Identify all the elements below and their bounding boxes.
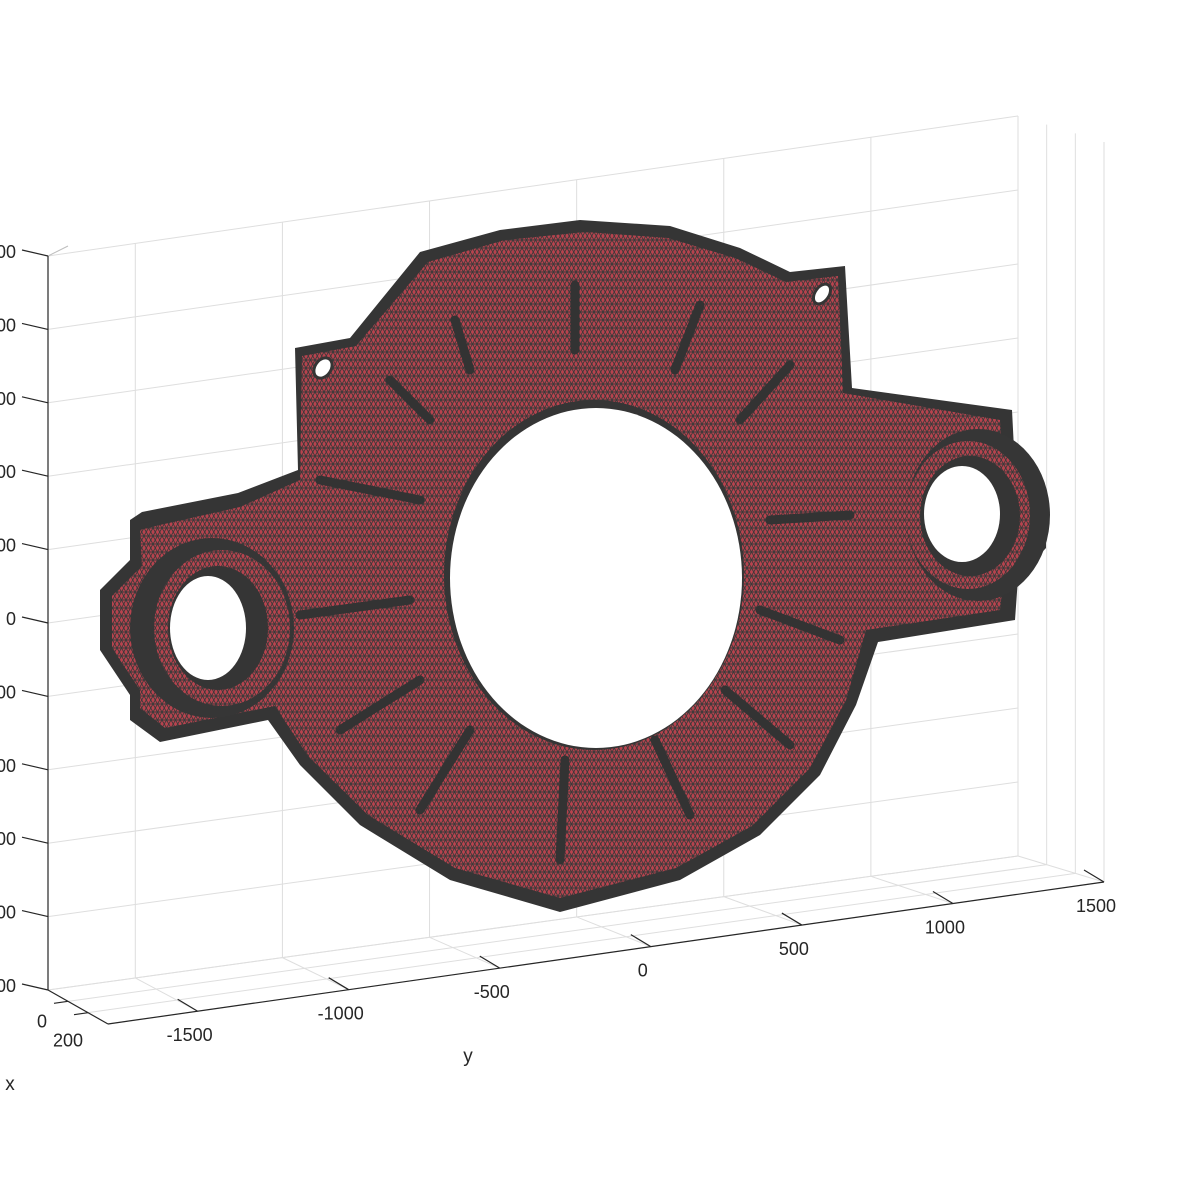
z-tick-mark <box>21 396 49 404</box>
y-tick-mark <box>328 977 350 991</box>
z-tick-label: 00 <box>0 242 16 262</box>
y-axis-title: y <box>463 1046 473 1067</box>
rib-line <box>335 675 425 735</box>
z-tick-mark <box>21 910 49 918</box>
y-floor-grid-line <box>1017 855 1105 883</box>
y-floor-grid-line <box>282 957 349 991</box>
z-tick-mark <box>21 983 49 991</box>
x-tick-label: 200 <box>53 1031 83 1051</box>
right-ear-hole <box>811 282 833 306</box>
rib-line <box>755 605 845 645</box>
z-tick-mark <box>21 249 49 257</box>
z-tick-label: 00 <box>0 903 16 923</box>
mesh-part <box>100 220 1050 912</box>
rib-line <box>385 375 435 425</box>
rib-line <box>315 475 425 505</box>
y-tick-mark <box>630 934 652 948</box>
z-tick-mark <box>21 322 49 330</box>
y-floor-grid-line <box>429 936 500 969</box>
tick-labels: 000000000000000000000-1500-1000-50005001… <box>0 242 1116 1051</box>
z-tick-label: 00 <box>0 976 16 996</box>
x-tick-label: 0 <box>37 1011 47 1031</box>
x-axis-line <box>47 989 109 1025</box>
y-tick-label: -500 <box>474 982 510 1002</box>
central-bore-opening <box>450 408 742 748</box>
z-tick-label: 00 <box>0 462 16 482</box>
y-tick-mark <box>932 891 954 905</box>
z-tick-label: 00 <box>0 389 16 409</box>
y-tick-label: 0 <box>638 961 648 981</box>
y-tick-label: 500 <box>779 939 809 959</box>
rib-line <box>450 315 475 375</box>
left-ear-hole <box>312 356 334 380</box>
left-boss-hole-opening <box>170 576 246 680</box>
y-tick-label: 1500 <box>1076 896 1116 916</box>
box-edge <box>47 245 69 257</box>
rib-line <box>555 755 570 865</box>
z-tick-mark <box>21 689 49 697</box>
z-tick-mark <box>21 469 49 477</box>
y-tick-mark <box>781 912 803 926</box>
y-axis-line <box>107 881 1105 1025</box>
z-tick-mark <box>21 616 49 624</box>
y-tick-label: -1000 <box>318 1004 364 1024</box>
y-tick-mark <box>1083 869 1105 883</box>
rib-line <box>650 735 695 820</box>
axes <box>21 249 1105 1025</box>
x-tick-mark <box>73 1012 89 1016</box>
rib-line <box>765 510 855 525</box>
x-axis-title: x <box>5 1074 15 1095</box>
y-floor-grid-line <box>576 916 652 948</box>
z-tick-label: 00 <box>0 536 16 556</box>
rib-line <box>295 595 415 620</box>
rib-line <box>720 685 795 750</box>
y-floor-grid-line <box>870 875 954 905</box>
y-tick-label: 1000 <box>925 918 965 938</box>
z-tick-label: 00 <box>0 756 16 776</box>
rib-line <box>735 360 795 425</box>
y-tick-label: -1500 <box>167 1025 213 1045</box>
x-tick-mark <box>53 1000 69 1004</box>
mesh-ribs <box>295 280 855 865</box>
y-tick-mark <box>177 998 198 1012</box>
rib-line <box>670 300 705 375</box>
y-tick-mark <box>479 955 501 969</box>
z-tick-label: 00 <box>0 315 16 335</box>
x-floor-grid-line <box>47 855 1019 991</box>
z-grid-line <box>47 115 1019 257</box>
right-boss-hole-opening <box>924 466 1000 562</box>
rib-line <box>415 725 475 815</box>
z-tick-mark <box>21 543 49 551</box>
z-tick-mark <box>21 836 49 844</box>
x-floor-grid-line <box>67 864 1047 1002</box>
z-tick-label: 00 <box>0 829 16 849</box>
z-tick-label: 00 <box>0 682 16 702</box>
z-tick-mark <box>21 763 49 771</box>
x-floor-grid-line <box>87 872 1076 1014</box>
z-tick-label: 0 <box>6 609 16 629</box>
y-floor-grid-line <box>723 896 803 926</box>
